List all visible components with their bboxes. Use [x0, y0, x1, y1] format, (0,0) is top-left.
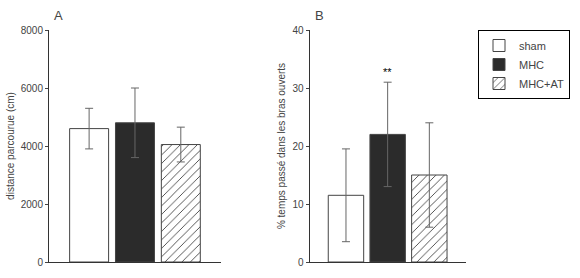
svg-text:sham: sham [519, 40, 546, 52]
svg-text:B: B [315, 8, 324, 23]
svg-text:6000: 6000 [21, 83, 44, 94]
svg-text:**: ** [383, 66, 392, 78]
svg-text:30: 30 [292, 83, 304, 94]
svg-text:2000: 2000 [21, 199, 44, 210]
svg-text:0: 0 [298, 257, 304, 268]
svg-text:20: 20 [292, 141, 304, 152]
svg-text:% temps passé dans les bras ou: % temps passé dans les bras ouverts [276, 63, 287, 229]
svg-text:A: A [54, 8, 63, 23]
svg-text:4000: 4000 [21, 141, 44, 152]
svg-text:8000: 8000 [21, 25, 44, 36]
svg-text:40: 40 [292, 25, 304, 36]
svg-text:MHC+AT: MHC+AT [519, 78, 564, 90]
svg-text:distance parcourue (cm): distance parcourue (cm) [5, 92, 16, 200]
svg-text:10: 10 [292, 199, 304, 210]
svg-text:0: 0 [37, 257, 43, 268]
svg-text:MHC: MHC [519, 59, 544, 71]
